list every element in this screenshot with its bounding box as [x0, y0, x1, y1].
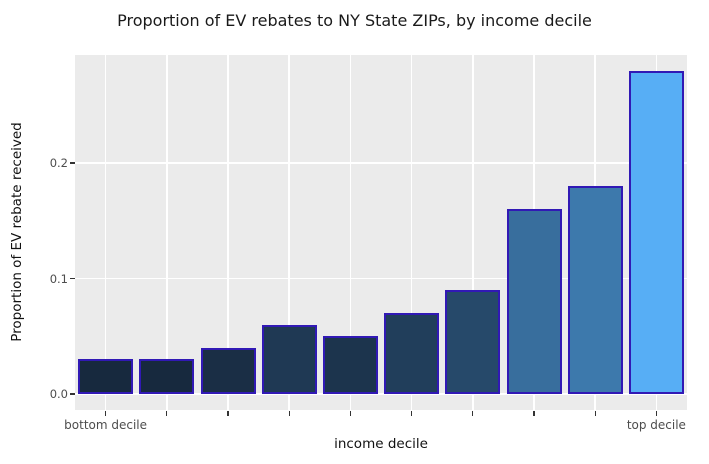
- x-tick-mark: [594, 411, 596, 416]
- bar-decile-6: [384, 313, 440, 394]
- x-tick-mark: [533, 411, 535, 416]
- bar-decile-7: [445, 290, 501, 394]
- x-tick-mark: [655, 411, 658, 416]
- bar-decile-3: [200, 347, 256, 394]
- x-tick-label: bottom decile: [64, 418, 148, 432]
- y-axis-title: Proportion of EV rebate received: [9, 122, 25, 342]
- x-tick-mark: [410, 411, 413, 416]
- x-tick-mark: [166, 411, 168, 416]
- x-tick-mark: [288, 411, 290, 416]
- vertical-gridline: [472, 55, 474, 410]
- y-tick-mark: [70, 393, 75, 395]
- x-tick-mark: [349, 411, 352, 416]
- horizontal-gridline: [75, 277, 687, 280]
- bar-decile-2: [139, 359, 195, 394]
- x-axis-title: income decile: [334, 436, 428, 452]
- x-tick-mark: [472, 411, 474, 416]
- vertical-gridline: [227, 55, 229, 410]
- bar-decile-9: [567, 186, 623, 394]
- plot-panel: [75, 55, 687, 410]
- horizontal-gridline: [75, 162, 687, 164]
- vertical-gridline: [410, 55, 413, 410]
- bar-decile-5: [322, 336, 378, 394]
- bar-decile-8: [506, 209, 562, 394]
- vertical-gridline: [166, 55, 168, 410]
- x-tick-label: top decile: [626, 418, 686, 432]
- x-tick-mark: [227, 411, 229, 416]
- horizontal-gridline: [75, 393, 687, 395]
- y-tick-label: 0.0: [49, 387, 68, 401]
- vertical-gridline: [349, 55, 352, 410]
- bar-decile-10: [628, 70, 684, 394]
- vertical-gridline: [288, 55, 290, 410]
- y-tick-mark: [70, 277, 75, 280]
- y-tick-label: 0.1: [49, 271, 68, 286]
- x-tick-mark: [104, 411, 107, 416]
- bar-decile-1: [78, 359, 134, 394]
- chart-title: Proportion of EV rebates to NY State ZIP…: [117, 11, 592, 30]
- vertical-gridline: [104, 55, 107, 410]
- bar-decile-4: [261, 324, 317, 394]
- y-tick-mark: [70, 162, 75, 164]
- y-tick-label: 0.2: [49, 156, 68, 170]
